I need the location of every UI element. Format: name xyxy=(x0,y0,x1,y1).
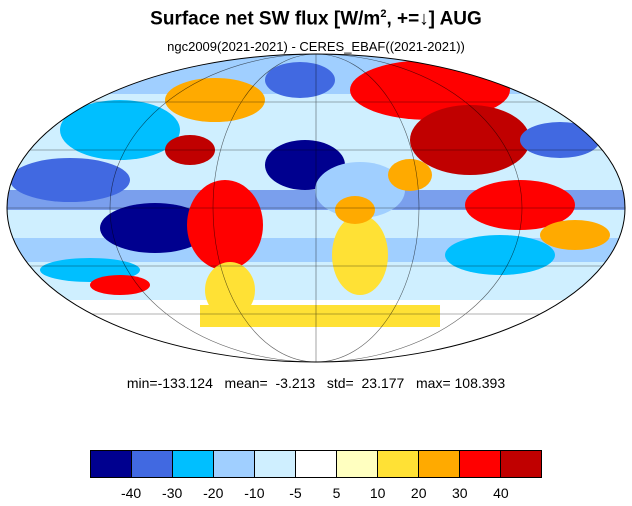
colorbar-tick-label: -5 xyxy=(289,485,302,501)
colorbar-tick-label: -30 xyxy=(162,485,183,501)
colorbar-tick-label: -20 xyxy=(203,485,224,501)
statistics-line: min=-133.124 mean= -3.213 std= 23.177 ma… xyxy=(126,375,506,391)
colorbar-box xyxy=(173,451,214,477)
title-superscript: 2 xyxy=(380,8,387,20)
colorbar-box xyxy=(91,451,132,477)
colorbar-tick-label: 10 xyxy=(369,485,386,501)
title-rest: , +=↓] AUG xyxy=(386,8,482,30)
colorbar-tick-label: 30 xyxy=(452,485,468,501)
colorbar-box xyxy=(419,451,460,477)
colorbar xyxy=(90,450,542,478)
colorbar-box xyxy=(296,451,337,477)
graticule xyxy=(7,54,625,362)
colorbar-box xyxy=(378,451,419,477)
plot-subtitle: ngc2009(2021-2021) - CERES_EBAF((2021-20… xyxy=(167,39,465,54)
colorbar-box xyxy=(460,451,501,477)
map-border xyxy=(6,53,626,363)
colorbar-box xyxy=(337,451,378,477)
colorbar-tick-label: 20 xyxy=(410,485,427,501)
colorbar-box xyxy=(501,451,541,477)
colorbar-labels: -40 -30 -20 -10 -5 5 10 20 30 40 xyxy=(90,485,542,503)
plot-title: Surface net SW flux [W/m2, +=↓] AUG xyxy=(0,8,632,30)
colorbar-tick-label: 5 xyxy=(332,485,341,501)
title-main: Surface net SW flux [W/m xyxy=(150,8,381,30)
colorbar-tick-label: -40 xyxy=(120,485,142,501)
colorbar-box xyxy=(132,451,173,477)
colorbar-box xyxy=(214,451,255,477)
colorbar-box xyxy=(255,451,296,477)
colorbar-tick-label: -10 xyxy=(244,485,265,501)
mollweide-map xyxy=(6,53,626,363)
colorbar-tick-label: 40 xyxy=(493,485,509,501)
